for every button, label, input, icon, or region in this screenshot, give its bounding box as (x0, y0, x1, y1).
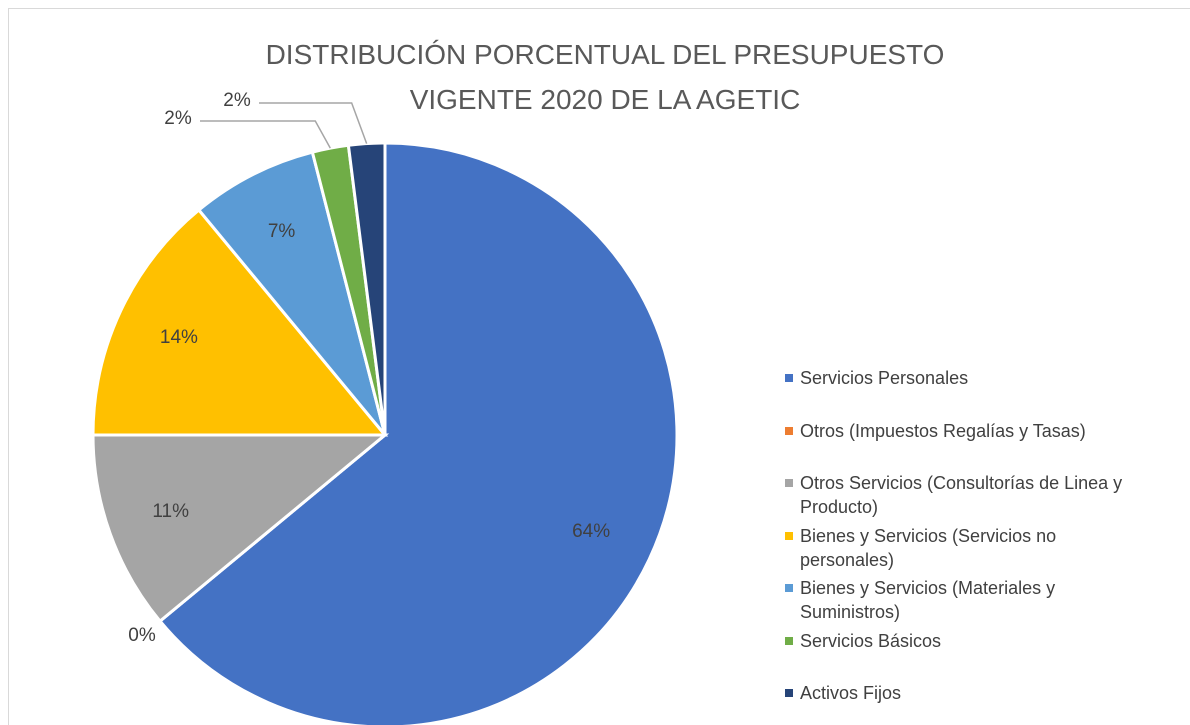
data-label: 7% (268, 221, 296, 242)
legend-item: Servicios Personales (785, 366, 1130, 419)
legend-swatch (785, 479, 793, 487)
data-label: 0% (128, 625, 156, 646)
legend-label: Otros (Impuestos Regalías y Tasas) (800, 420, 1086, 441)
data-label: 11% (152, 501, 189, 522)
data-label: 64% (572, 521, 610, 542)
legend-label: Servicios Personales (800, 368, 969, 388)
legend-label: Servicios Básicos (800, 630, 942, 651)
legend-label: Bienes y Servicios (Servicios no persona… (800, 525, 1057, 570)
legend-item: Activos Fijos (785, 681, 1130, 725)
pie-slice (346, 141, 387, 436)
legend: Servicios Personales Otros (Impuestos Reg… (785, 366, 1130, 725)
legend-item: Servicios Básicos (785, 629, 1130, 682)
legend-swatch (785, 426, 793, 435)
legend-swatch (785, 584, 793, 592)
data-label: 14% (160, 327, 198, 348)
legend-item: Bienes y Servicios (Materiales y Suminis… (785, 576, 1130, 629)
legend-swatch (785, 374, 793, 382)
legend-item: Otros Servicios (Consultorías de Linea y… (785, 471, 1130, 524)
pie-slice (91, 207, 389, 437)
legend-item: Bienes y Servicios (Servicios no persona… (785, 524, 1130, 577)
legend-swatch (785, 636, 793, 645)
chart-border (8, 8, 1190, 725)
legend-swatch (785, 531, 793, 540)
pie-slice (196, 150, 387, 436)
chart-title: DISTRIBUCIÓN PORCENTUAL DEL PRESUPUESTO … (265, 39, 945, 115)
data-label: 2% (223, 90, 251, 111)
leader-line (200, 120, 331, 149)
pie-slice (91, 433, 390, 624)
pie-slice (157, 141, 679, 725)
legend-label: Otros Servicios (Consultorías de Linea y… (800, 473, 1123, 517)
leader-line (259, 102, 368, 144)
legend-item: Otros (Impuestos Regalías y Tasas) (785, 419, 1130, 472)
legend-swatch (785, 689, 793, 697)
legend-label: Activos Fijos (800, 683, 902, 703)
data-label: 2% (164, 108, 192, 129)
legend-label: Bienes y Servicios (Materiales y Suminis… (800, 578, 1056, 622)
